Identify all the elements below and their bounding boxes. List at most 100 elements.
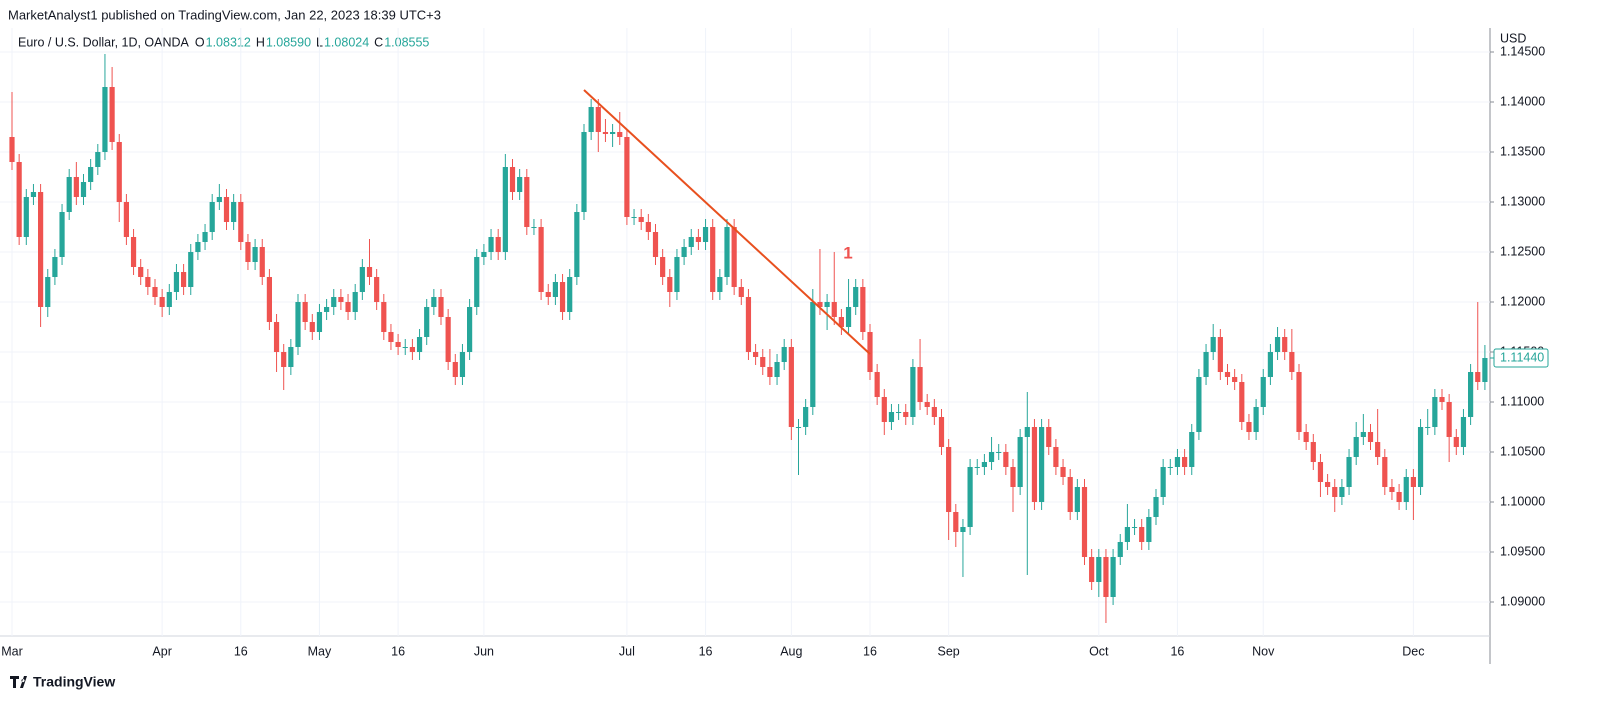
candle-body <box>488 237 494 252</box>
candle-body <box>374 277 380 302</box>
candle-body <box>95 152 101 167</box>
x-tick-label: 16 <box>391 644 405 658</box>
currency-label: USD <box>1500 31 1526 45</box>
last-price-label: 1.11440 <box>1500 350 1544 364</box>
candle-body <box>1453 437 1459 447</box>
candle-body <box>1389 487 1395 492</box>
candle-body <box>1482 358 1488 382</box>
candle-body <box>1089 557 1095 582</box>
readout-key: O <box>195 35 205 49</box>
candle-body <box>610 132 616 134</box>
candle-body <box>1310 442 1316 462</box>
candle-body <box>1232 377 1238 382</box>
candle-body <box>724 227 730 277</box>
x-tick-label: Jun <box>474 644 494 658</box>
candle-body <box>717 277 723 292</box>
readout-key: H <box>256 35 265 49</box>
candle-body <box>795 427 802 428</box>
candle-body <box>1010 467 1016 487</box>
candle-body <box>581 132 587 212</box>
candle-body <box>667 277 673 292</box>
candle-body <box>16 162 22 237</box>
candle-body <box>359 267 365 292</box>
candle-body <box>1139 527 1145 542</box>
candle-body <box>1074 487 1080 512</box>
candle-body <box>1146 517 1152 542</box>
candle-body <box>1039 427 1045 502</box>
candle-body <box>1446 402 1452 437</box>
last-price-tag <box>1493 348 1549 368</box>
x-tick-label: Mar <box>1 644 23 658</box>
candle-body <box>409 347 415 352</box>
candle-body <box>1274 337 1281 352</box>
candle-body <box>1303 432 1309 442</box>
candle-body <box>173 272 180 292</box>
readout-value: 1.08312 <box>206 35 251 49</box>
readout-value: 1.08590 <box>266 35 311 49</box>
candle-body <box>731 227 737 287</box>
candle-body <box>617 132 623 137</box>
candle-body <box>9 137 15 162</box>
candle-body <box>45 277 51 307</box>
candle-body <box>874 372 880 397</box>
candle-body <box>1024 427 1030 437</box>
candle-body <box>1417 427 1424 487</box>
candle-body <box>803 407 809 427</box>
candle-body <box>1396 492 1402 502</box>
candle-body <box>888 412 895 422</box>
candle-body <box>1425 427 1431 428</box>
candle-body <box>1224 372 1231 377</box>
candle-body <box>66 177 72 212</box>
candle-body <box>845 307 852 327</box>
candle-body <box>166 292 172 307</box>
candle-body <box>1439 397 1445 402</box>
x-tick-label: 16 <box>863 644 877 658</box>
candle-body <box>1239 382 1245 422</box>
candle-body <box>438 297 444 317</box>
publish-header: MarketAnalyst1 published on TradingView.… <box>8 7 441 22</box>
candle-body <box>223 197 230 222</box>
candle-body <box>853 287 859 307</box>
candle-body <box>130 237 137 267</box>
candle-body <box>996 452 1002 453</box>
candle-body <box>1103 557 1109 597</box>
candle-body <box>674 257 680 292</box>
candle-body <box>1017 437 1023 487</box>
candle-body <box>452 362 458 377</box>
candle-body <box>1246 422 1252 432</box>
candle-body <box>88 167 94 182</box>
candle-body <box>767 367 773 377</box>
candle-body <box>595 107 601 132</box>
candle-body <box>810 302 816 407</box>
y-tick-label: 1.13000 <box>1500 194 1545 208</box>
plot-area <box>9 54 1488 623</box>
candle-body <box>917 367 923 402</box>
x-tick-label: Sep <box>938 644 960 658</box>
y-tick-label: 1.10000 <box>1500 494 1545 508</box>
candle-body <box>345 302 351 312</box>
candle-body <box>424 307 430 337</box>
candle-body <box>1360 432 1366 437</box>
candle-body <box>1296 372 1302 432</box>
candle-body <box>1110 557 1116 597</box>
candle-body <box>1096 557 1102 582</box>
candle-body <box>238 202 244 242</box>
candle-body <box>660 257 666 277</box>
candle-body <box>1410 477 1416 487</box>
candle-body <box>881 397 887 422</box>
candle-body <box>938 417 945 447</box>
candle-body <box>123 202 129 237</box>
candle-body <box>145 277 151 287</box>
candle-body <box>788 347 794 427</box>
candle-body <box>1131 527 1138 528</box>
y-tick-label: 1.11000 <box>1500 394 1544 408</box>
candle-body <box>152 287 158 297</box>
candle-body <box>1468 372 1474 417</box>
candle-body <box>745 297 752 352</box>
candle-body <box>695 237 701 242</box>
candle-body <box>1203 352 1209 377</box>
symbol-label: Euro / U.S. Dollar, 1D, OANDA <box>18 35 190 49</box>
candle-body <box>181 272 187 287</box>
candle-body <box>1210 337 1216 352</box>
candle-body <box>602 132 609 134</box>
